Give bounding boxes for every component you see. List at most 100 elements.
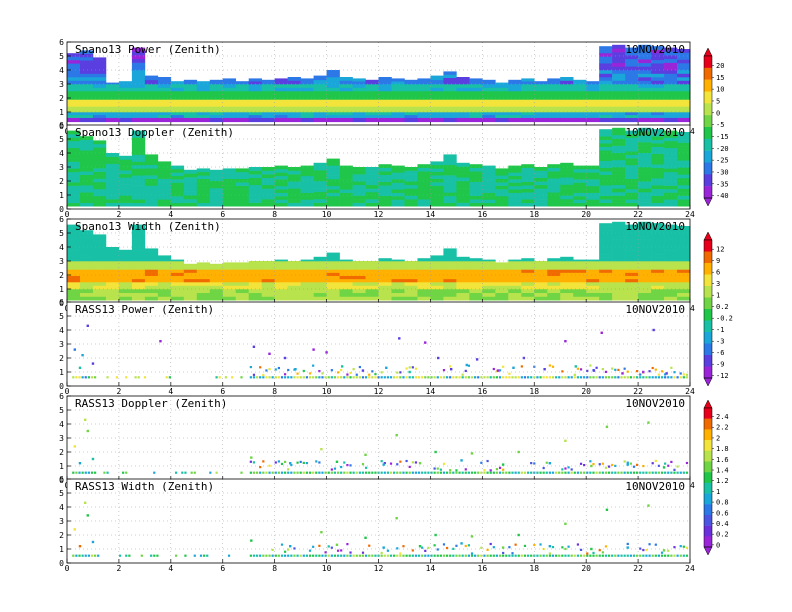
heatmap-cell [170, 289, 185, 294]
heatmap-cell [92, 161, 107, 165]
heatmap-cell [664, 62, 678, 67]
heatmap-cell [612, 95, 626, 100]
baseline-point [670, 366, 673, 369]
heatmap-cell [222, 91, 237, 96]
heatmap-cell [391, 199, 405, 204]
heatmap-cell [560, 296, 574, 301]
heatmap-cell [586, 179, 600, 183]
baseline-point [315, 471, 318, 474]
baseline-point [517, 554, 520, 557]
heatmap-cell [287, 292, 301, 297]
heatmap-cell [482, 91, 496, 96]
y-tick-label: 5 [59, 406, 64, 415]
heatmap-cell [638, 243, 652, 248]
heatmap-cell [651, 70, 665, 74]
heatmap-cell [677, 167, 691, 172]
heatmap-cell [248, 199, 262, 203]
data-point [564, 522, 567, 525]
heatmap-cell [547, 272, 561, 276]
x-tick-label: 10 [322, 564, 332, 573]
baseline-point [607, 554, 611, 557]
heatmap-cell [404, 95, 418, 100]
heatmap-cell [144, 99, 159, 104]
x-tick-label: 14 [426, 210, 436, 219]
heatmap-cell [300, 91, 314, 96]
heatmap-cell [534, 81, 548, 85]
heatmap-cell [326, 269, 340, 273]
heatmap-cell [404, 87, 418, 92]
heatmap-cell [67, 147, 81, 152]
baseline-point [380, 460, 383, 463]
heatmap-cell [313, 106, 327, 110]
heatmap-cell [430, 289, 444, 294]
baseline-point [371, 554, 374, 557]
heatmap-cell [144, 296, 159, 301]
baseline-point [296, 554, 299, 557]
heatmap-cell [79, 192, 94, 196]
baseline-point [464, 471, 467, 474]
baseline-point [654, 368, 657, 371]
heatmap-cell [612, 202, 626, 207]
baseline-point [526, 376, 530, 379]
heatmap-cell [417, 117, 431, 123]
baseline-point [449, 554, 452, 557]
baseline-point [589, 364, 592, 367]
heatmap-cell [404, 84, 418, 88]
heatmap-cell [261, 177, 275, 182]
heatmap-cell [196, 272, 211, 276]
heatmap-cell [235, 282, 250, 286]
heatmap-cell [443, 175, 457, 179]
heatmap-cell [118, 173, 133, 178]
heatmap-cell [664, 272, 678, 276]
baseline-point [271, 376, 274, 379]
heatmap-cell [235, 278, 250, 283]
heatmap-cell [209, 272, 224, 276]
heatmap-cell [625, 58, 639, 63]
colorbar-swatch [704, 514, 712, 526]
heatmap-cell [105, 117, 120, 123]
baseline-point [523, 554, 527, 557]
heatmap-cell [157, 175, 172, 179]
baseline-point [651, 471, 654, 474]
heatmap-cell [560, 77, 574, 81]
heatmap-cell [313, 184, 327, 189]
heatmap-cell [92, 140, 107, 145]
heatmap-cell [131, 192, 146, 197]
heatmap-cell [664, 154, 678, 159]
baseline-point [567, 545, 570, 548]
colorbar-swatch [704, 67, 712, 80]
baseline-point [467, 554, 470, 557]
heatmap-cell [651, 261, 665, 266]
heatmap-cell [664, 158, 678, 162]
data-point [382, 463, 385, 466]
panel-title: Spano13 Width (Zenith) [75, 220, 221, 233]
baseline-point [417, 554, 421, 557]
baseline-point [452, 471, 455, 474]
heatmap-cell [430, 258, 444, 262]
heatmap-cell [625, 228, 639, 233]
heatmap-cell [443, 171, 457, 176]
heatmap-cell [300, 81, 314, 85]
heatmap-cell [261, 191, 275, 196]
baseline-point [636, 463, 639, 466]
heatmap-cell [144, 157, 159, 162]
baseline-point [452, 554, 455, 557]
baseline-point [377, 376, 380, 379]
heatmap-cell [534, 181, 548, 186]
baseline-point [595, 471, 598, 474]
heatmap-cell [638, 59, 652, 64]
heatmap-cell [105, 184, 120, 189]
baseline-point [284, 460, 287, 464]
baseline-point [607, 471, 611, 474]
heatmap-cell [67, 242, 81, 247]
heatmap-cell [573, 275, 587, 280]
heatmap-cell [144, 87, 159, 92]
heatmap-cell [560, 84, 574, 88]
heatmap-cell [79, 275, 94, 280]
baseline-point [284, 550, 287, 553]
heatmap-cell [638, 156, 652, 161]
heatmap-cell [625, 80, 639, 85]
heatmap-cell [469, 114, 483, 118]
heatmap-cell [105, 188, 120, 193]
baseline-point [477, 471, 480, 474]
